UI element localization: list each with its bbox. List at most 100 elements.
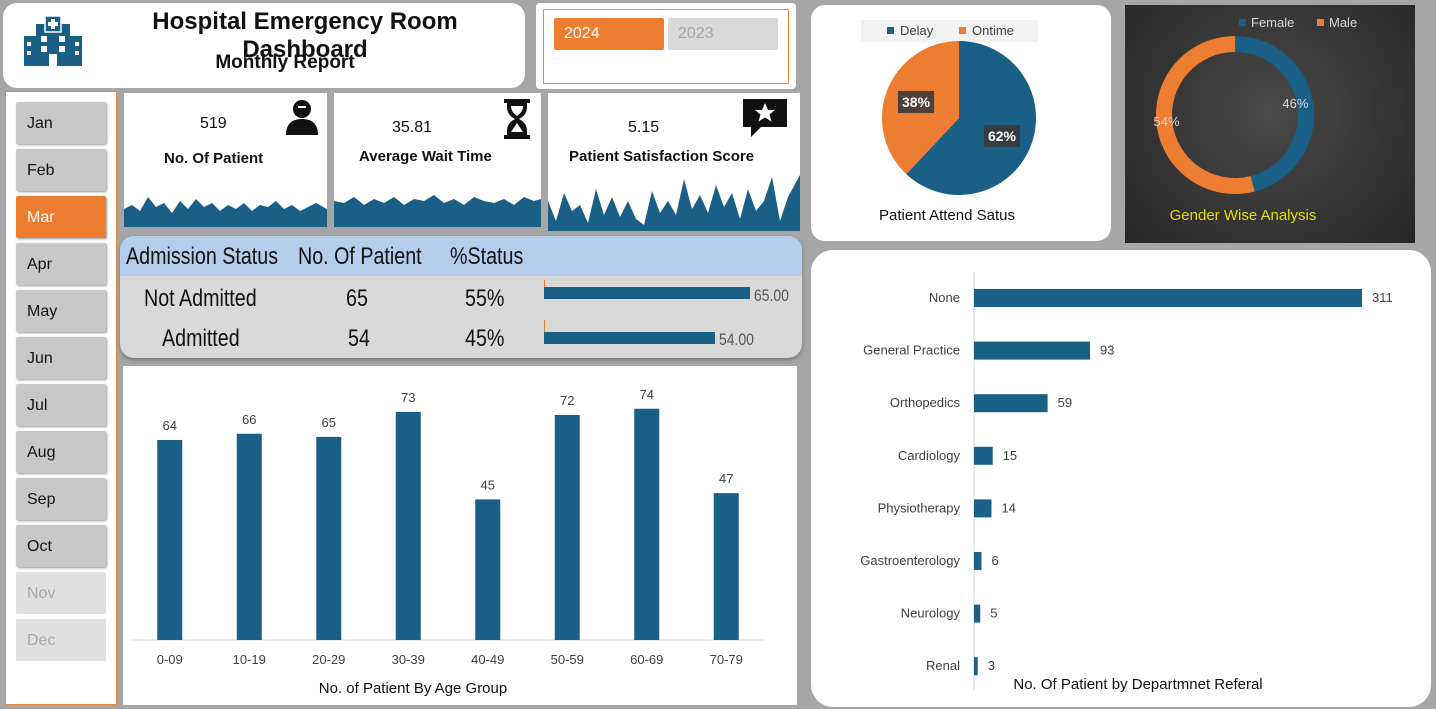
bar-baseline xyxy=(544,320,545,332)
column-header: Admission Status xyxy=(126,243,279,270)
tick-label: 0-09 xyxy=(157,652,183,667)
department-bar xyxy=(974,341,1091,360)
age-bar xyxy=(157,440,183,640)
tick-label: 20-29 xyxy=(312,652,345,667)
chart-title: No. Of Patient by Departmnet Referal xyxy=(1013,676,1262,693)
data-label: 74 xyxy=(640,387,654,402)
chart-title: No. of Patient By Age Group xyxy=(319,680,507,697)
legend-swatch xyxy=(887,27,894,34)
donut-segment xyxy=(1156,36,1255,194)
department-bar xyxy=(974,499,992,518)
month-button-feb[interactable]: Feb xyxy=(16,149,106,191)
month-button-dec[interactable]: Dec xyxy=(16,619,106,661)
age-bar xyxy=(316,436,342,640)
wait-time-sparkline xyxy=(334,195,541,227)
category-label: Neurology xyxy=(901,606,961,621)
tick-label: 70-79 xyxy=(710,652,743,667)
kpi-label: No. Of Patient xyxy=(164,150,264,167)
legend-swatch xyxy=(959,27,966,34)
kpi-card-patients: 519 No. Of Patient xyxy=(124,93,327,227)
data-label: 3 xyxy=(988,658,995,673)
tick-label: 10-19 xyxy=(233,652,266,667)
category-label: Orthopedics xyxy=(890,395,961,410)
admission-bar xyxy=(544,332,716,344)
age-group-chart: 64 0-09 66 10-19 65 20-29 73 30-39 45 40-49 72 50-5… xyxy=(130,387,764,697)
department-bar xyxy=(974,657,978,676)
month-button-sep[interactable]: Sep xyxy=(16,478,106,520)
month-button-aug[interactable]: Aug xyxy=(16,431,106,473)
data-label: 6 xyxy=(991,553,998,568)
month-button-mar[interactable]: Mar xyxy=(16,196,106,238)
chart-title: Patient Attend Satus xyxy=(879,207,1015,224)
year-button-2023[interactable]: 2023 xyxy=(668,18,778,50)
admission-bar xyxy=(544,287,750,299)
kpi-card-wait-time: 35.81 Average Wait Time xyxy=(334,93,541,227)
year-button-2024[interactable]: 2024 xyxy=(554,18,664,50)
legend-swatch xyxy=(1317,19,1324,26)
admission-status-table: Admission Status No. Of Patient %Status … xyxy=(120,236,802,358)
age-bar xyxy=(236,433,262,640)
kpi-card-satisfaction: 5.15 Patient Satisfaction Score xyxy=(548,93,800,231)
data-label: 93 xyxy=(1100,343,1114,358)
month-button-oct[interactable]: Oct xyxy=(16,525,106,567)
data-label: 15 xyxy=(1003,448,1017,463)
kpi-value: 519 xyxy=(200,115,227,132)
legend-label: Female xyxy=(1251,15,1294,30)
admission-pct: 55% xyxy=(465,285,505,312)
department-referral-panel: None 311 General Practice 93 Orthopedics 59 Ca… xyxy=(811,250,1431,707)
department-bar xyxy=(974,289,1362,307)
month-button-apr[interactable]: Apr xyxy=(16,243,106,285)
legend-label: Male xyxy=(1329,15,1357,30)
age-group-chart-panel: 64 0-09 66 10-19 65 20-29 73 30-39 45 40-49 72 50-5… xyxy=(123,366,797,705)
department-bar xyxy=(974,394,1048,413)
category-label: Cardiology xyxy=(898,448,961,463)
hourglass-icon xyxy=(504,99,530,139)
category-label: Renal xyxy=(926,658,960,673)
month-button-jul[interactable]: Jul xyxy=(16,384,106,426)
data-label: 46% xyxy=(1282,96,1308,111)
tick-label: 40-49 xyxy=(471,652,504,667)
legend-background xyxy=(861,20,1038,42)
legend-swatch xyxy=(1239,19,1246,26)
tick-label: 50-59 xyxy=(551,652,584,667)
department-bar xyxy=(974,604,981,623)
gender-panel: Female Male 46% 54% Gender Wise Analysis xyxy=(1125,5,1415,243)
data-label: 62% xyxy=(988,128,1017,144)
tick-label: 30-39 xyxy=(392,652,425,667)
category-label: Physiotherapy xyxy=(878,500,961,515)
department-bar xyxy=(974,446,993,465)
month-button-jun[interactable]: Jun xyxy=(16,337,106,379)
legend-label: Ontime xyxy=(972,23,1014,38)
category-label: General Practice xyxy=(863,343,960,358)
data-label: 65 xyxy=(322,415,336,430)
age-bar xyxy=(395,411,421,640)
hospital-icon xyxy=(22,15,84,66)
data-label-box xyxy=(898,90,935,113)
page-subtitle: Monthly Report xyxy=(215,52,355,73)
page-title: Hospital Emergency Room Dashboard xyxy=(152,8,458,63)
data-label: 14 xyxy=(1001,500,1015,515)
month-button-jan[interactable]: Jan xyxy=(16,102,106,144)
department-referral-chart: None 311 General Practice 93 Orthopedics 59 Ca… xyxy=(860,272,1393,693)
data-label: 45 xyxy=(481,477,495,492)
month-button-may[interactable]: May xyxy=(16,290,106,332)
kpi-value: 35.81 xyxy=(392,119,433,136)
admission-status: Not Admitted xyxy=(144,285,257,312)
column-header: No. Of Patient xyxy=(298,243,422,270)
donut-segment xyxy=(1235,36,1314,192)
month-button-nov[interactable]: Nov xyxy=(16,572,106,614)
admission-bar-label: 65.00 xyxy=(754,286,789,305)
data-label: 54% xyxy=(1154,114,1180,129)
chart-title: Gender Wise Analysis xyxy=(1170,207,1317,224)
patients-sparkline xyxy=(124,197,327,227)
data-label: 311 xyxy=(1372,290,1393,305)
bar-baseline xyxy=(544,280,545,292)
admission-count: 54 xyxy=(348,325,370,352)
data-label: 38% xyxy=(902,94,931,110)
data-label: 5 xyxy=(990,606,997,621)
data-label: 47 xyxy=(719,471,733,486)
tick-label: 60-69 xyxy=(630,652,663,667)
age-bar xyxy=(475,499,501,640)
age-bar xyxy=(713,493,739,640)
age-bar xyxy=(634,408,660,640)
